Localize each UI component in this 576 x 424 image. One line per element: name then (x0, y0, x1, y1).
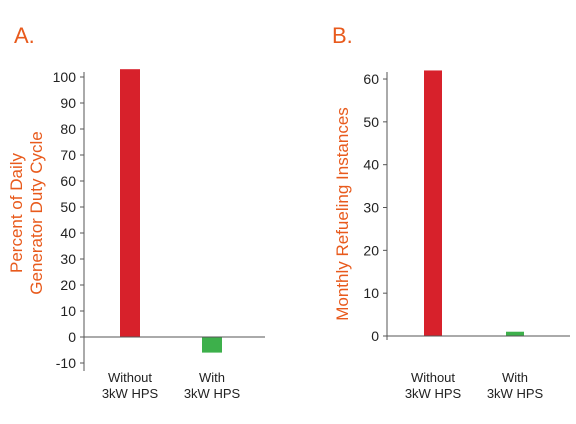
y-tick-label: 10 (363, 285, 379, 301)
y-tick-label: 10 (60, 303, 76, 319)
y-tick-label: 20 (363, 242, 379, 258)
x-category-label-line: With (502, 370, 528, 385)
x-category-label: With 3kW HPS (487, 370, 544, 401)
panel-label: B. (332, 23, 353, 48)
y-tick-label: 20 (60, 277, 76, 293)
x-category-label: Without 3kW HPS (102, 370, 159, 401)
panel-label: A. (14, 23, 35, 48)
bar-without (424, 70, 442, 336)
y-axis-title: Monthly Refueling Instances (333, 107, 352, 321)
y-tick-label: 40 (363, 157, 379, 173)
y-tick-label: 50 (363, 114, 379, 130)
bar-without (120, 69, 140, 337)
x-category-label-line: Without (108, 370, 152, 385)
y-tick-label: 30 (363, 200, 379, 216)
chart-panel-a: A. Percent of DailyGenerator Duty Cycle 10… (7, 23, 265, 401)
y-tick-label: 30 (60, 251, 76, 267)
bar-with (202, 337, 222, 353)
y-tick-label: -10 (56, 355, 76, 371)
y-axis-title-line: Generator Duty Cycle (27, 131, 46, 294)
y-tick-label: 90 (60, 95, 76, 111)
y-tick-label: 50 (60, 199, 76, 215)
y-tick-label: 0 (68, 329, 76, 345)
y-axis-title-line: Percent of Daily (7, 153, 26, 273)
y-tick-label: 60 (363, 71, 379, 87)
y-tick-label: 80 (60, 121, 76, 137)
y-tick-label: 40 (60, 225, 76, 241)
bar-with (506, 331, 524, 336)
y-axis-title-line: Monthly Refueling Instances (333, 107, 352, 321)
x-category-label-line: Without (411, 370, 455, 385)
x-category-label-line: 3kW HPS (184, 386, 241, 401)
x-category-label-line: 3kW HPS (405, 386, 462, 401)
y-tick-label: 100 (53, 69, 77, 85)
y-tick-label: 0 (371, 328, 379, 344)
x-category-label: With 3kW HPS (184, 370, 241, 401)
x-category-label-line: With (199, 370, 225, 385)
y-tick-label: 70 (60, 147, 76, 163)
y-axis-title: Percent of DailyGenerator Duty Cycle (7, 131, 46, 294)
y-tick-label: 60 (60, 173, 76, 189)
x-category-label: Without 3kW HPS (405, 370, 462, 401)
chart-panel-b: B. Monthly Refueling Instances 60 50 40 30 20 1… (332, 23, 570, 401)
x-category-label-line: 3kW HPS (102, 386, 159, 401)
x-category-label-line: 3kW HPS (487, 386, 544, 401)
